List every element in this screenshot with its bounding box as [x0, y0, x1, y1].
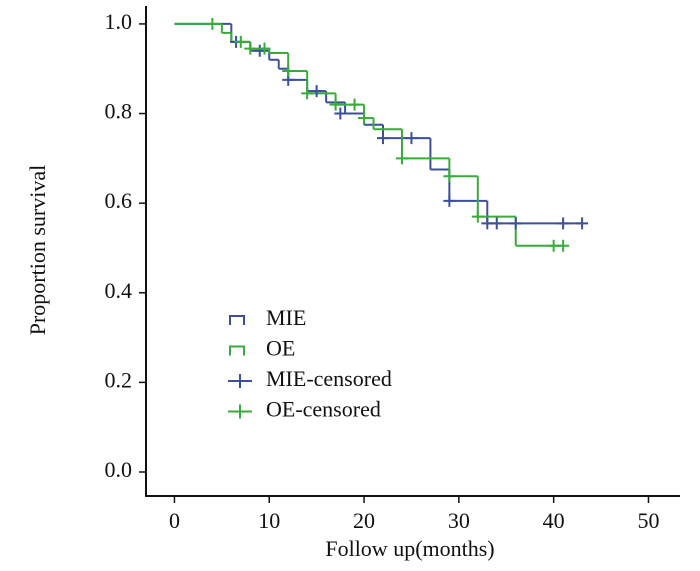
censor-mark	[244, 42, 257, 55]
legend-symbol	[228, 404, 252, 419]
censor-mark	[405, 132, 418, 145]
x-tick-label: 10	[258, 508, 280, 533]
censor-mark	[206, 17, 219, 30]
censor-mark	[358, 112, 371, 125]
censor-mark	[490, 217, 503, 230]
censor-mark	[334, 107, 347, 120]
y-tick-label: 0.0	[105, 457, 133, 482]
censor-mark	[557, 239, 570, 252]
censor-mark	[557, 217, 570, 230]
x-tick-label: 20	[353, 508, 375, 533]
y-tick-label: 0.2	[105, 367, 133, 392]
censor-mark	[234, 35, 247, 48]
legend-label: OE-censored	[266, 397, 381, 422]
censor-mark	[576, 217, 589, 230]
censor-mark	[329, 98, 342, 111]
censor-mark	[282, 64, 295, 77]
censor-mark	[301, 87, 314, 100]
survival-curve	[174, 22, 564, 247]
legend-symbol	[229, 345, 245, 356]
x-tick-label: 50	[637, 508, 659, 533]
legend-label: MIE	[266, 305, 306, 330]
y-tick-label: 0.8	[105, 99, 133, 124]
x-tick-label: 40	[543, 508, 565, 533]
censor-mark	[471, 210, 484, 223]
y-tick-label: 1.0	[105, 9, 133, 34]
legend-label: OE	[266, 336, 295, 361]
legend-symbol	[229, 315, 245, 325]
x-tick-label: 0	[169, 508, 180, 533]
x-tick-label: 30	[448, 508, 470, 533]
legend-symbol	[228, 374, 252, 388]
y-axis-label: Proportion survival	[25, 165, 50, 336]
y-tick-label: 0.6	[105, 188, 133, 213]
x-axis-label: Follow up(months)	[325, 536, 494, 561]
censor-mark	[258, 42, 271, 55]
censor-mark	[348, 98, 361, 111]
censor-mark	[377, 132, 390, 145]
censor-mark	[395, 152, 408, 165]
censor-mark	[443, 194, 456, 207]
legend-label: MIE-censored	[266, 366, 392, 391]
censor-mark	[443, 170, 456, 183]
survival-curve	[174, 22, 583, 225]
y-tick-label: 0.4	[105, 278, 133, 303]
censor-mark	[509, 217, 522, 230]
censor-mark	[310, 85, 323, 98]
